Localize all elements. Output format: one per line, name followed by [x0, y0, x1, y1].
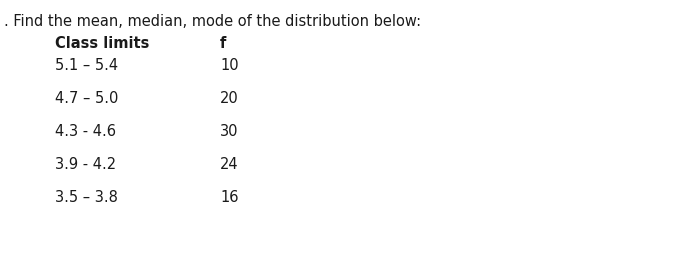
- Text: 3.9 - 4.2: 3.9 - 4.2: [55, 157, 116, 172]
- Text: 10: 10: [220, 58, 239, 73]
- Text: 30: 30: [220, 124, 239, 139]
- Text: 4.7 – 5.0: 4.7 – 5.0: [55, 91, 118, 106]
- Text: 16: 16: [220, 190, 239, 205]
- Text: 24: 24: [220, 157, 239, 172]
- Text: 4.3 - 4.6: 4.3 - 4.6: [55, 124, 116, 139]
- Text: 20: 20: [220, 91, 239, 106]
- Text: f: f: [220, 36, 226, 51]
- Text: . Find the mean, median, mode of the distribution below:: . Find the mean, median, mode of the dis…: [4, 14, 421, 29]
- Text: 3.5 – 3.8: 3.5 – 3.8: [55, 190, 118, 205]
- Text: 5.1 – 5.4: 5.1 – 5.4: [55, 58, 118, 73]
- Text: Class limits: Class limits: [55, 36, 150, 51]
